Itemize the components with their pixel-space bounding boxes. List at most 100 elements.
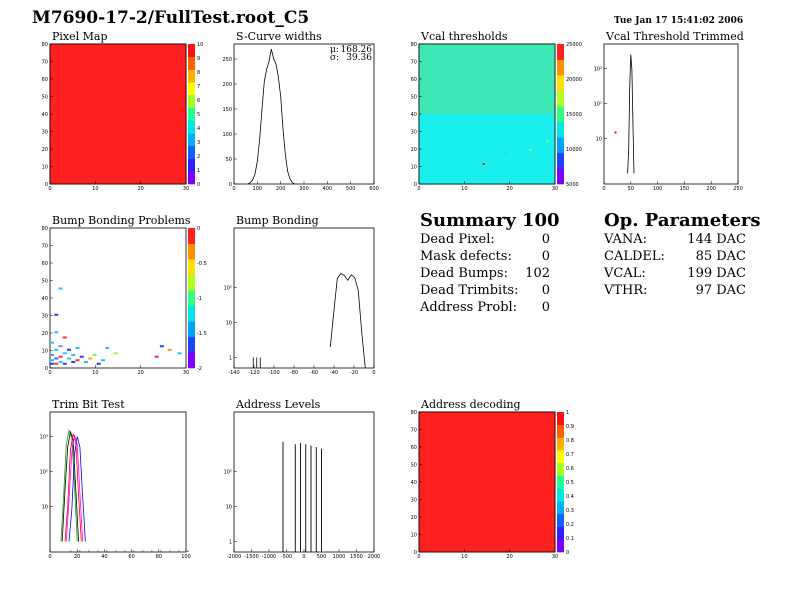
colorbar-label: 0.5 xyxy=(566,480,574,486)
page-title: M7690-17-2/FullTest.root_C5 xyxy=(32,8,310,28)
colorbar-label: 0.4 xyxy=(566,494,574,500)
summary-row: Dead Trimbits: 0 xyxy=(420,283,570,300)
y-tick-label: 30 xyxy=(411,130,417,136)
y-tick-label: 70 xyxy=(42,244,48,250)
x-tick-label: -80 xyxy=(290,370,298,376)
colorbar-segment xyxy=(557,450,564,464)
y-tick-label: 20 xyxy=(42,147,48,153)
y-tick-label: 200 xyxy=(222,82,232,88)
baseline-marker xyxy=(133,550,135,552)
x-tick-label: -1500 xyxy=(244,554,259,560)
summary-label: Mask defects: xyxy=(420,249,512,264)
heatmap-cell xyxy=(67,357,71,360)
x-tick-label: 2000 xyxy=(368,554,381,560)
y-tick-label: 30 xyxy=(42,314,48,320)
y-tick-label: 250 xyxy=(222,57,232,63)
y-tick-label: 10² xyxy=(224,469,232,475)
x-tick-label: -120 xyxy=(248,370,259,376)
colorbar-segment xyxy=(188,133,195,147)
y-tick-label: 30 xyxy=(42,130,48,136)
heatmap-cell xyxy=(88,357,93,360)
y-tick-label: 70 xyxy=(42,60,48,66)
plot-frame xyxy=(49,411,187,553)
y-tick-label: 80 xyxy=(42,226,48,232)
chart-vcal-threshold-trimmed: Vcal Threshold Trimmed 0 50 100 150 200 250 10 1… xyxy=(594,30,744,192)
heatmap-fill xyxy=(419,412,555,552)
colorbar-label: 1 xyxy=(566,410,569,416)
colorbar-segment xyxy=(188,82,195,96)
y-tick-label: 60 xyxy=(411,77,417,83)
chart-title: Bump Bonding xyxy=(236,214,319,227)
x-tick-label: 10 xyxy=(461,554,467,560)
colorbar-segment xyxy=(188,243,195,260)
x-tick-label: 20 xyxy=(137,370,143,376)
x-tick-label: 100 xyxy=(253,186,263,192)
y-tick-label: 50 xyxy=(226,157,232,163)
x-tick-label: 30 xyxy=(183,370,189,376)
colorbar-segment xyxy=(557,75,564,91)
series-line xyxy=(65,434,83,542)
colorbar-label: 4 xyxy=(197,126,200,132)
colorbar-segment xyxy=(188,56,195,70)
baseline-marker xyxy=(142,550,144,552)
x-tick-label: 400 xyxy=(323,186,333,192)
colorbar-label: 15000 xyxy=(566,112,582,118)
colorbar-segment xyxy=(188,94,195,108)
heatmap-cell xyxy=(154,355,159,358)
x-tick-label: 30 xyxy=(552,186,558,192)
summary-total: 100 xyxy=(522,210,560,231)
heatmap-cell xyxy=(58,287,63,290)
stat-value: 39.36 xyxy=(346,53,372,63)
x-tick-label: 0 xyxy=(417,186,420,192)
colorbar-label: 1 xyxy=(197,168,200,174)
colorbar-label: 25000 xyxy=(566,42,582,48)
colorbar-label: 10000 xyxy=(566,147,582,153)
heatmap-band xyxy=(419,44,555,114)
chart-title: Trim Bit Test xyxy=(52,398,125,411)
colorbar-segment xyxy=(557,137,564,154)
chart-vcal-thresholds: Vcal thresholds 0 10 20 30 0 10 20 30 40 50 60 70 80 5… xyxy=(411,30,617,192)
heatmap-cell xyxy=(529,149,532,151)
x-tick-label: 0 xyxy=(48,554,51,560)
x-tick-label: 250 xyxy=(733,186,743,192)
heatmap-cell xyxy=(62,352,67,355)
op-parameter-label: CALDEL: xyxy=(604,249,665,264)
heatmap-cell xyxy=(54,313,59,316)
series-line xyxy=(60,428,78,542)
heatmap-cell xyxy=(614,131,617,134)
colorbar-label: 0 xyxy=(197,182,200,188)
colorbar-segment xyxy=(557,90,564,107)
colorbar-label: 0.1 xyxy=(566,536,574,542)
colorbar-segment xyxy=(557,168,564,185)
baseline-marker xyxy=(88,550,90,552)
series-line xyxy=(627,54,635,174)
y-tick-label: 70 xyxy=(411,428,417,434)
x-tick-label: 20 xyxy=(506,554,512,560)
x-tick-label: 50 xyxy=(628,186,634,192)
heatmap-cell xyxy=(54,362,59,365)
x-tick-label: 0 xyxy=(48,370,51,376)
heatmap-cell xyxy=(58,345,63,348)
x-tick-label: 500 xyxy=(317,554,327,560)
y-tick-label: 10 xyxy=(42,349,48,355)
op-parameter-row: VCAL: 199 DAC xyxy=(604,266,754,283)
chart-title: Vcal Threshold Trimmed xyxy=(605,30,744,43)
x-tick-label: 30 xyxy=(552,554,558,560)
colorbar-label: 6 xyxy=(197,98,200,104)
heatmap-cell xyxy=(75,359,80,362)
y-tick-label: 40 xyxy=(42,296,48,302)
y-tick-label: 10 xyxy=(226,320,232,326)
heatmap-cell xyxy=(105,347,110,349)
x-tick-label: 1000 xyxy=(333,554,346,560)
colorbar-segment xyxy=(188,107,195,121)
heatmap-cell xyxy=(75,347,80,349)
x-tick-label: 200 xyxy=(706,186,716,192)
heatmap-fill xyxy=(50,44,186,184)
heatmap-cell xyxy=(96,362,101,365)
baseline-marker xyxy=(178,550,180,552)
chart-title: Vcal thresholds xyxy=(420,30,508,43)
op-parameter-label: VCAL: xyxy=(604,266,646,281)
plot-frame xyxy=(233,411,375,553)
summary-value: 102 xyxy=(525,266,550,281)
heatmap-cell xyxy=(58,361,63,363)
